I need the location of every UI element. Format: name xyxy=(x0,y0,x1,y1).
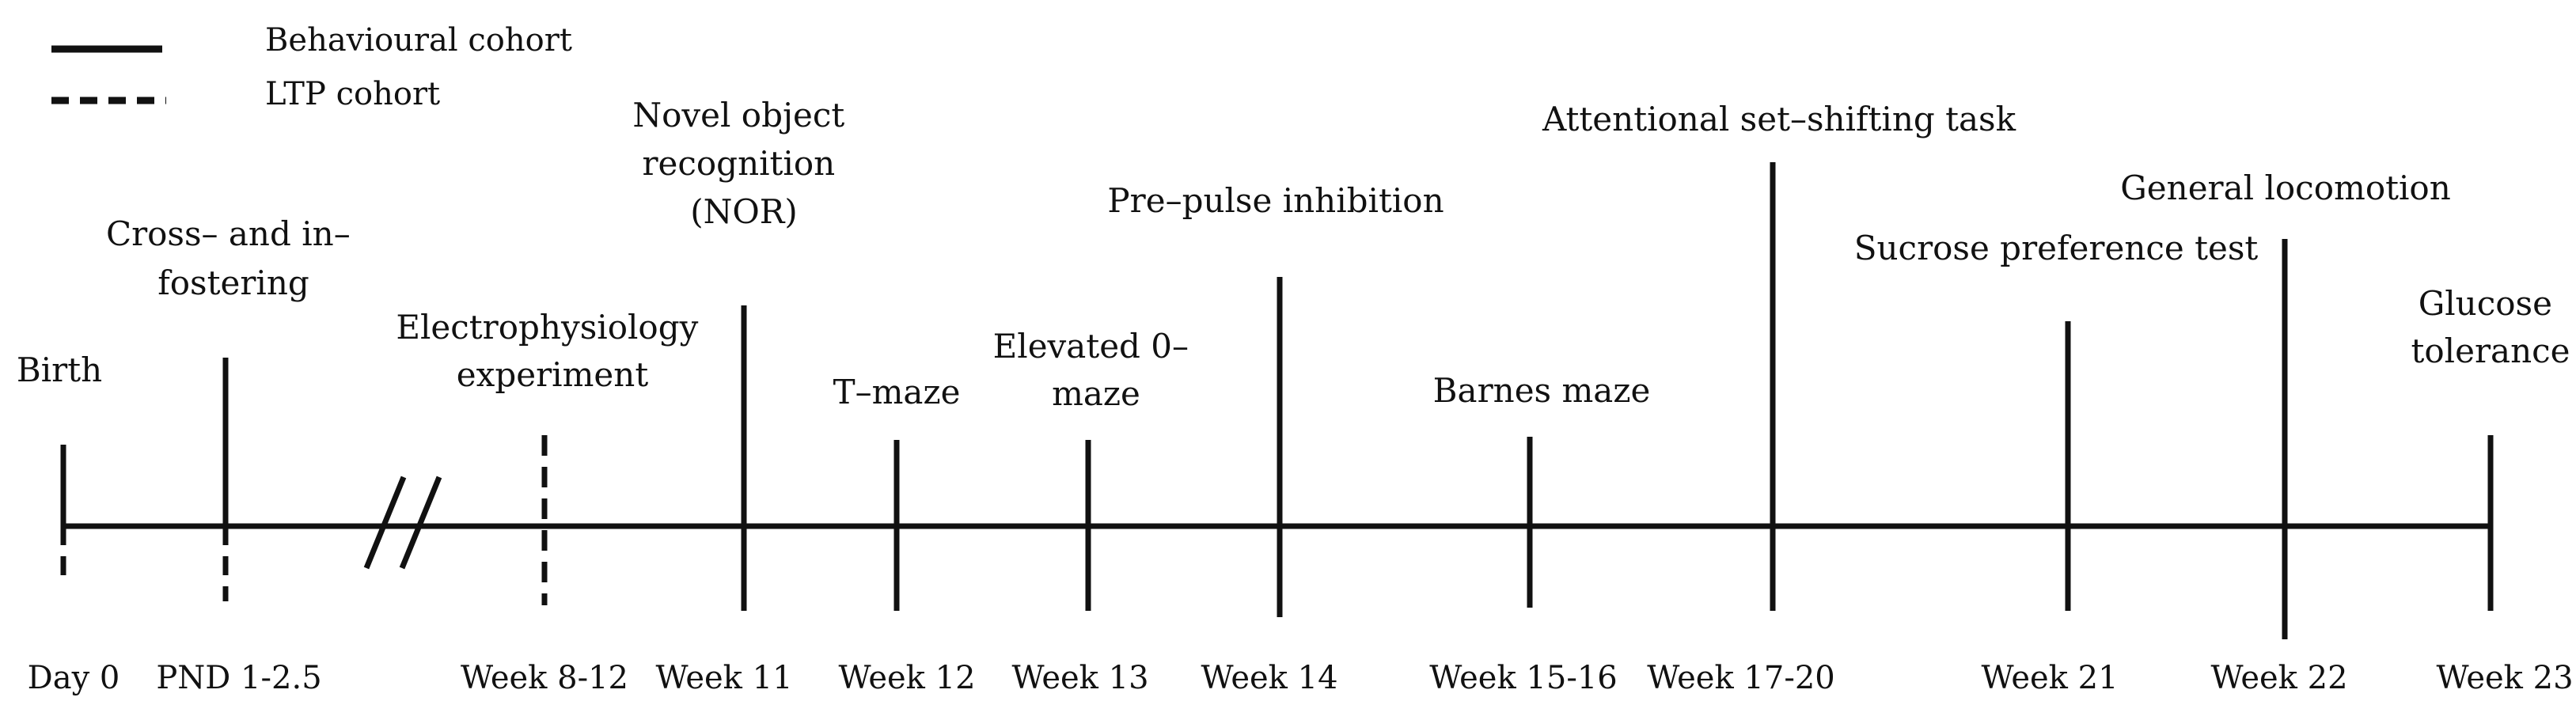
week-label-tmaze: Week 12 xyxy=(838,660,975,696)
label-glucose: Glucose tolerance xyxy=(2411,284,2570,370)
legend-behavioural-label: Behavioural cohort xyxy=(265,22,572,59)
week-labels: Day 0 PND 1-2.5 Week 8-12 Week 11 Week 1… xyxy=(28,660,2574,696)
axis-break xyxy=(363,476,442,570)
week-label-glucose: Week 23 xyxy=(2436,660,2573,696)
label-birth: Birth xyxy=(17,351,102,389)
label-ephys: Electrophysiology experiment xyxy=(396,308,708,394)
event-ticks xyxy=(60,162,2494,639)
week-label-asst: Week 17-20 xyxy=(1647,660,1834,696)
event-labels: Birth Cross– and in– fostering Electroph… xyxy=(17,96,2570,413)
label-ppi: Pre–pulse inhibition xyxy=(1107,181,1444,220)
label-locomotion: General locomotion xyxy=(2120,169,2451,207)
label-nor: Novel object recognition (NOR) xyxy=(632,96,855,231)
week-label-locomotion: Week 22 xyxy=(2210,660,2347,696)
label-ezm: Elevated 0– maze xyxy=(993,327,1200,413)
label-fostering: Cross– and in– fostering xyxy=(106,214,361,302)
legend-ltp-label: LTP cohort xyxy=(265,76,440,112)
week-label-sucrose: Week 21 xyxy=(1981,660,2118,696)
week-label-ppi: Week 14 xyxy=(1201,660,1337,696)
week-label-birth: Day 0 xyxy=(28,660,120,696)
label-asst: Attentional set–shifting task xyxy=(1542,100,2016,138)
week-label-ezm: Week 13 xyxy=(1011,660,1148,696)
label-barnes: Barnes maze xyxy=(1433,371,1651,410)
label-sucrose: Sucrose preference test xyxy=(1854,229,2259,267)
week-label-nor: Week 11 xyxy=(655,660,792,696)
legend: Behavioural cohort LTP cohort xyxy=(51,22,572,112)
label-tmaze: T–maze xyxy=(833,373,961,411)
week-label-fostering: PND 1-2.5 xyxy=(156,660,321,696)
week-label-barnes: Week 15-16 xyxy=(1429,660,1617,696)
week-label-ephys: Week 8-12 xyxy=(461,660,628,696)
